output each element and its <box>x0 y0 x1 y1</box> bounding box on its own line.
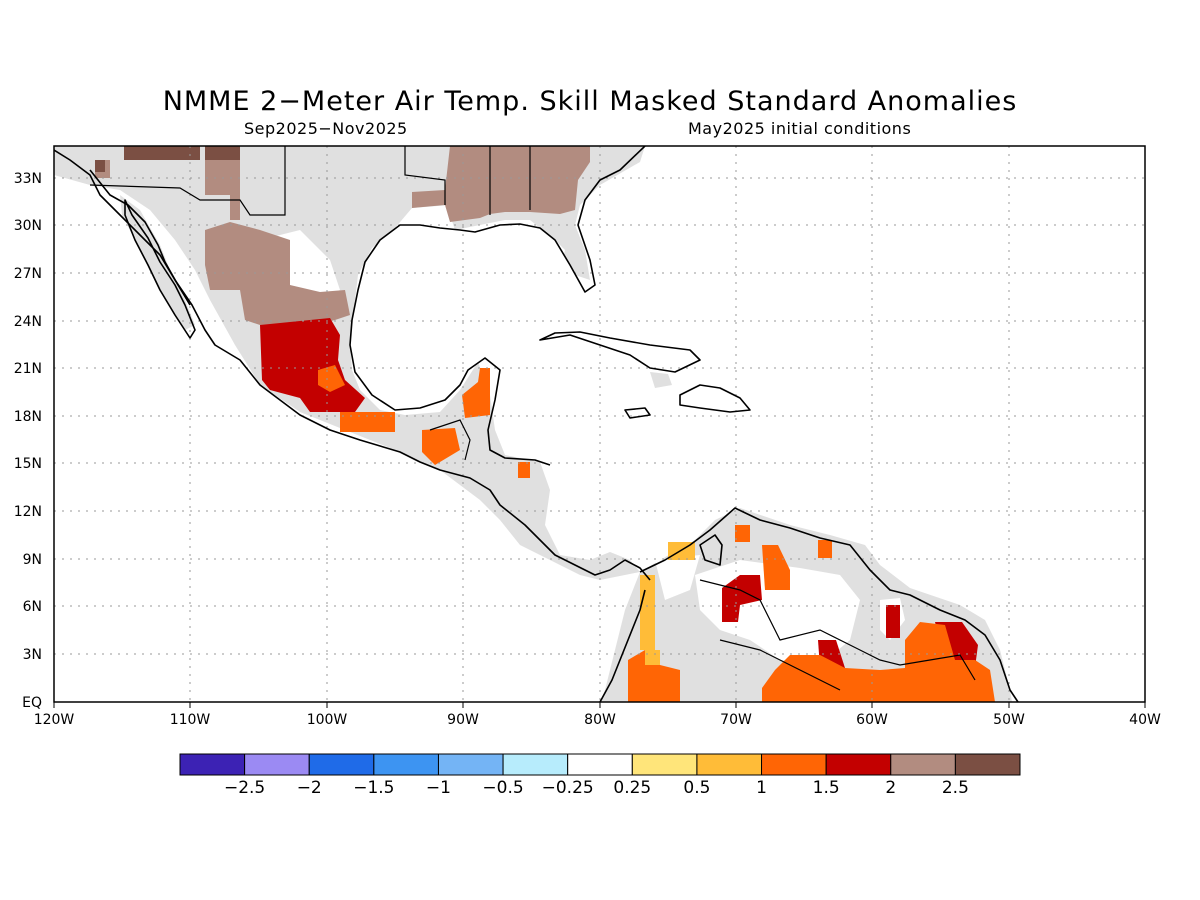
colorbar-swatch <box>825 753 892 776</box>
map-area <box>54 146 1145 702</box>
lat-label: 18N <box>14 409 42 425</box>
colorbar-label: −1.5 <box>353 778 394 798</box>
colorbar-label: −0.25 <box>542 778 594 798</box>
lat-label: 9N <box>23 552 42 568</box>
colorbar-label: −1 <box>426 778 451 798</box>
colorbar-swatch <box>437 753 504 776</box>
lon-label: 90W <box>447 712 479 728</box>
lon-label: 50W <box>993 712 1025 728</box>
colorbar-label: 0.5 <box>683 778 710 798</box>
lat-label: 6N <box>23 599 42 615</box>
forecast-period: Sep2025−Nov2025 <box>244 119 408 138</box>
lat-label: 27N <box>14 266 42 282</box>
initial-conditions: May2025 initial conditions <box>688 119 912 138</box>
colorbar-label: 0.25 <box>613 778 651 798</box>
anomaly-1-to-1.5 <box>318 365 995 702</box>
axis-ticks <box>53 702 1146 708</box>
political-borders <box>89 146 976 691</box>
colorbar-label: −2 <box>297 778 322 798</box>
colorbar-label: 2 <box>885 778 896 798</box>
colorbar-swatch <box>954 753 1021 776</box>
colorbar-label: −0.5 <box>482 778 523 798</box>
lon-label: 110W <box>170 712 211 728</box>
coastlines <box>54 146 1019 702</box>
lon-label: 100W <box>307 712 348 728</box>
latitude-labels: 33N 30N 27N 24N 21N 18N 15N 12N 9N 6N 3N… <box>14 171 42 711</box>
colorbar: −2.5 −2 −1.5 −1 −0.5 −0.25 0.25 0.5 1 1.5 2 2.5 <box>179 753 1021 798</box>
anomaly-2-to-2.5 <box>95 146 590 325</box>
lat-label: 3N <box>23 647 42 663</box>
colorbar-label: 1.5 <box>813 778 840 798</box>
longitude-labels: 120W 110W 100W 90W 80W 70W 60W 50W 40W <box>34 712 1161 728</box>
lat-label: 15N <box>14 456 42 472</box>
colorbar-label: −2.5 <box>224 778 265 798</box>
lon-label: 80W <box>584 712 616 728</box>
lon-label: 60W <box>856 712 888 728</box>
lat-label: 24N <box>14 314 42 330</box>
lon-label: 40W <box>1129 712 1161 728</box>
colorbar-swatch <box>308 753 375 776</box>
colorbar-swatch <box>179 753 246 776</box>
colorbar-label: 2.5 <box>942 778 969 798</box>
colorbar-swatch <box>502 753 569 776</box>
anomaly-above-2.5 <box>95 146 240 172</box>
lat-label: 33N <box>14 171 42 187</box>
colorbar-label: 1 <box>756 778 767 798</box>
colorbar-swatch <box>761 753 827 776</box>
lat-label: EQ <box>22 695 42 711</box>
lon-label: 120W <box>34 712 75 728</box>
colorbar-swatch <box>631 753 698 776</box>
colorbar-swatch <box>567 753 633 776</box>
gridlines <box>54 146 1145 702</box>
colorbar-swatch <box>373 753 439 776</box>
colorbar-swatch <box>890 753 956 776</box>
colorbar-swatch <box>244 753 310 776</box>
lat-label: 21N <box>14 361 42 377</box>
lat-label: 12N <box>14 504 42 520</box>
lat-label: 30N <box>14 218 42 234</box>
lon-label: 70W <box>720 712 752 728</box>
map-title: NMME 2−Meter Air Temp. Skill Masked Stan… <box>162 86 1018 117</box>
colorbar-swatch <box>696 753 763 776</box>
